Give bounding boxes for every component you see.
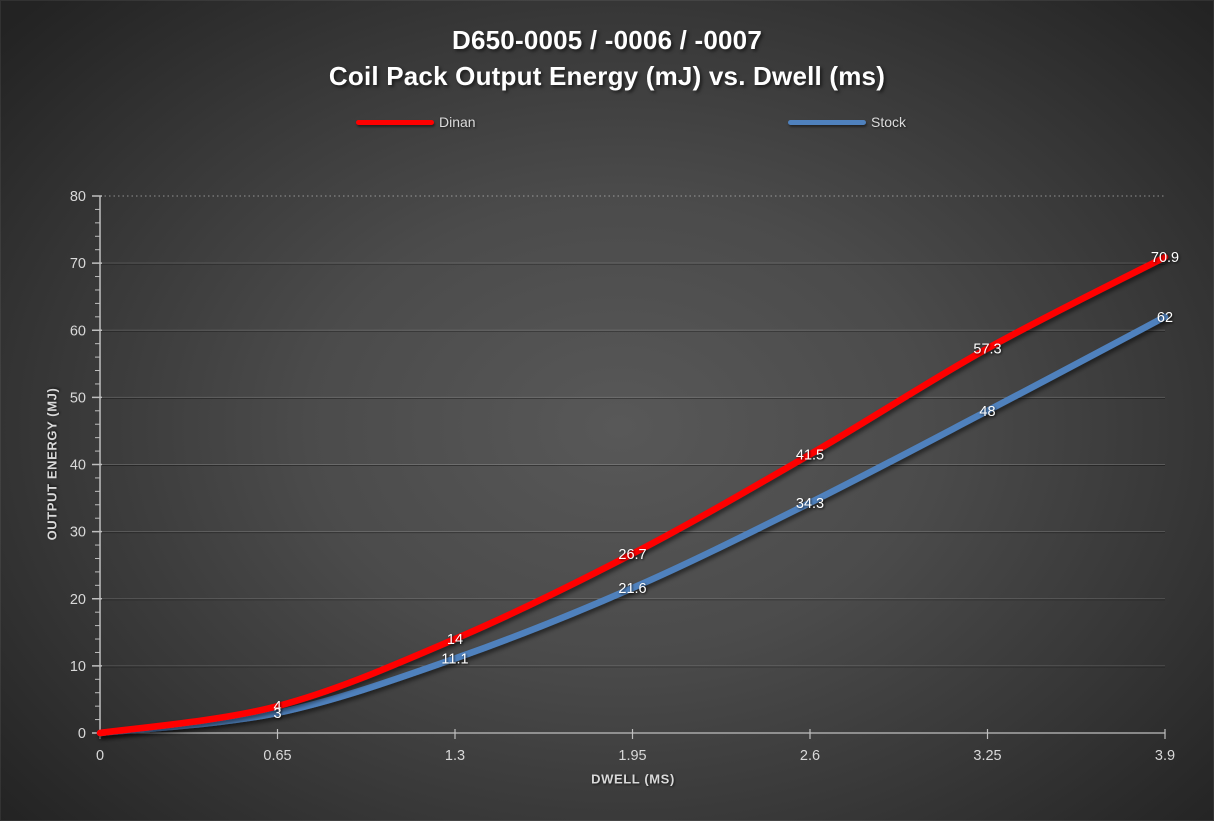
data-label-dinan: 57.3 <box>973 341 1001 357</box>
series-line-stock <box>96 313 1169 737</box>
data-label-stock: 34.3 <box>796 496 824 512</box>
x-tick-label: 0 <box>96 748 104 764</box>
y-tick-label: 80 <box>70 189 86 205</box>
y-tick-label: 50 <box>70 390 86 406</box>
legend-swatch-dinan <box>356 119 434 125</box>
legend-swatch-stock <box>788 119 866 125</box>
series-line-dinan <box>96 253 1169 737</box>
data-label-dinan: 26.7 <box>618 547 646 563</box>
data-label-stock: 3 <box>273 706 281 722</box>
y-tick-label: 10 <box>70 659 86 675</box>
legend-label-stock: Stock <box>871 114 907 130</box>
y-tick-label: 20 <box>70 592 86 608</box>
data-label-dinan: 4 <box>273 699 281 715</box>
x-tick-label: 2.6 <box>800 748 820 764</box>
y-tick-label: 70 <box>70 256 86 272</box>
data-labels: 4 14 26.7 41.5 57.3 70.9 3 11.1 21.6 34.3 48 62 <box>273 250 1179 722</box>
y-tick-label: 60 <box>70 323 86 339</box>
x-tick-label: 3.9 <box>1155 748 1175 764</box>
chart-title: D650-0005 / -0006 / -0007 Coil Pack Outp… <box>0 22 1214 94</box>
data-label-dinan: 70.9 <box>1151 250 1179 266</box>
x-tick-label: 3.25 <box>973 748 1001 764</box>
data-label-stock: 21.6 <box>618 581 646 597</box>
y-axis-title: OUTPUT ENERGY (MJ) <box>44 387 60 541</box>
legend-item-dinan: Dinan <box>356 114 476 130</box>
x-tick-label: 1.3 <box>445 748 465 764</box>
axes: 0 10 20 30 40 50 60 70 80 0 0.65 1.3 1.95 2.6 3.25 3.9 <box>70 189 1175 764</box>
legend-label-dinan: Dinan <box>439 114 476 130</box>
y-tick-label: 30 <box>70 525 86 541</box>
data-label-dinan: 41.5 <box>796 447 824 463</box>
data-label-stock: 11.1 <box>441 651 468 667</box>
gridlines <box>100 195 1165 668</box>
chart-title-line1: D650-0005 / -0006 / -0007 <box>452 25 762 55</box>
data-label-dinan: 14 <box>447 632 463 648</box>
y-tick-label: 0 <box>78 726 86 742</box>
x-axis-title: DWELL (MS) <box>591 771 675 787</box>
chart-title-line2: Coil Pack Output Energy (mJ) vs. Dwell (… <box>328 61 886 91</box>
x-tick-label: 0.65 <box>263 748 291 764</box>
y-tick-label: 40 <box>70 458 86 474</box>
data-label-stock: 62 <box>1157 310 1173 326</box>
data-label-stock: 48 <box>979 404 995 420</box>
x-tick-label: 1.95 <box>618 748 646 764</box>
legend-item-stock: Stock <box>788 114 906 130</box>
